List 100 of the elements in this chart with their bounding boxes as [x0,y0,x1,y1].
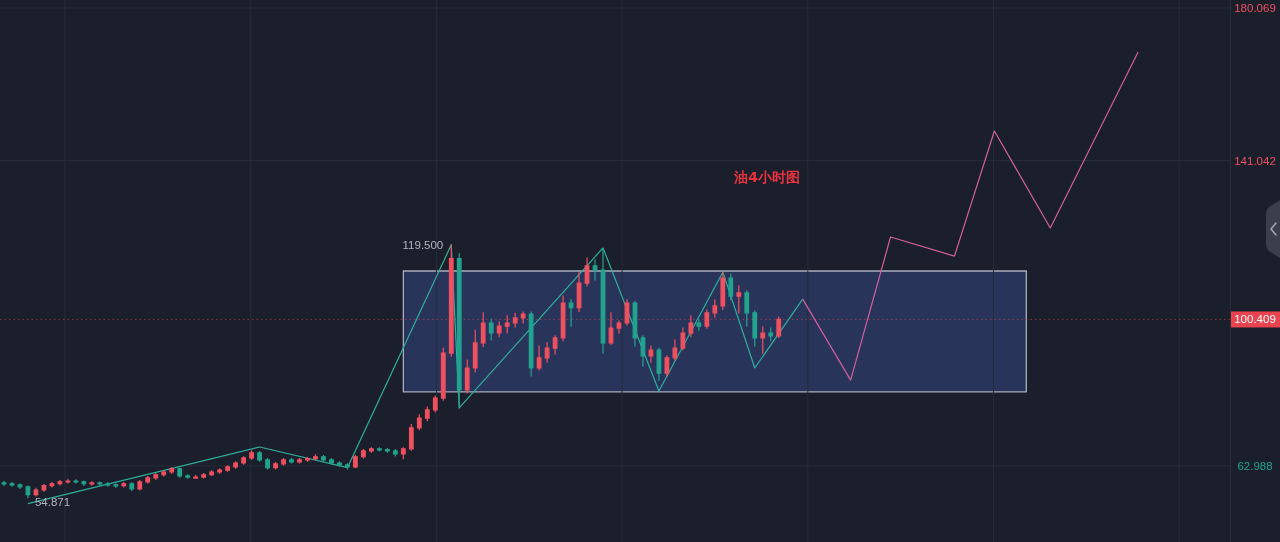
y-tick-label: 141.042 [1234,154,1276,167]
candlestick [472,329,478,373]
candlestick [400,447,406,460]
candlestick [512,312,518,328]
candlestick [49,481,55,488]
candlestick [760,326,766,354]
candlestick [57,480,63,486]
candlestick [1,480,7,486]
candlestick [720,272,726,310]
candlestick [736,285,742,314]
candlestick [113,483,119,488]
text: 油4小时图 [733,169,800,185]
candlestick [632,300,638,347]
candlestick [624,299,630,326]
candlestick [680,327,686,351]
candlestick [416,414,422,431]
candlestick [33,487,39,497]
candlestick [616,320,622,334]
candlestick [752,310,758,347]
candlestick [73,479,79,484]
candlestick [536,345,542,371]
candlestick [664,355,670,377]
candlestick [728,273,734,301]
candlestick [560,295,566,342]
candlestick [776,316,782,339]
candlestick [392,449,398,457]
candlestick [496,321,502,338]
candlestick [648,345,654,363]
y-tick-label: 62.988 [1237,459,1273,472]
candlestick [744,290,750,327]
ref-line-label: 100.409 [1234,313,1276,326]
candlestick [209,470,215,477]
candlestick [161,470,167,477]
line-series [802,51,1139,381]
candlestick [432,395,438,413]
candlestick [145,476,151,484]
candlestick [217,468,223,474]
candlestick [768,327,774,342]
candlestick [169,467,175,474]
candlestick [193,474,199,479]
candlestick [672,339,678,361]
candlestick [528,311,534,377]
candlestick [568,299,574,327]
candlestick [241,456,246,465]
candlestick [608,312,614,346]
candlestick [488,318,494,341]
candlestick [329,458,334,465]
candlestick [313,454,318,461]
candlestick [121,481,127,488]
candlestick [281,458,286,466]
candlestick [353,454,358,469]
candlestick [704,309,710,329]
candlestick [65,478,71,484]
candlestick [289,457,294,464]
candlestick [696,319,702,331]
candlestick [640,335,646,367]
candlestick [273,462,278,470]
candlestick [584,257,590,287]
candlestick [201,472,207,479]
candlestick [105,481,111,487]
candlestick [464,359,470,394]
candlestick [41,483,47,492]
candlestick [688,315,694,338]
candlestick [440,347,446,401]
candlestick [576,272,582,312]
candlestick [376,447,382,452]
candlestick [544,341,550,363]
candlestick [448,244,454,357]
candlestick [345,463,350,470]
candlestick [321,454,326,462]
candlestick [337,461,342,467]
candlestick [408,424,414,451]
candlestick [81,480,87,486]
candlestick [305,456,310,462]
annotation: 119.500 [402,238,444,251]
candlestick [17,483,23,490]
candlestick [424,406,430,422]
candlestick [712,299,718,318]
candlestick [361,449,366,459]
candlestick [97,481,103,486]
candlestick [185,474,191,479]
candlestick [600,249,606,354]
candlestick [153,472,159,480]
candlestick [137,480,143,491]
candlestick [369,447,374,453]
candlestick [89,481,95,486]
candlestick [384,447,390,453]
candlestick [129,482,135,491]
candlestick [25,485,31,499]
candlestick [456,253,462,409]
candlestick [552,335,558,355]
candlestick [297,458,302,464]
y-tick-label: 180.069 [1234,1,1276,14]
annotation: 54.871 [34,495,71,508]
candlestick [233,461,239,469]
candlestick [520,311,526,324]
candlestick [592,259,598,281]
candlestick [225,465,231,472]
candlestick [249,450,254,460]
candlestick [265,458,270,470]
